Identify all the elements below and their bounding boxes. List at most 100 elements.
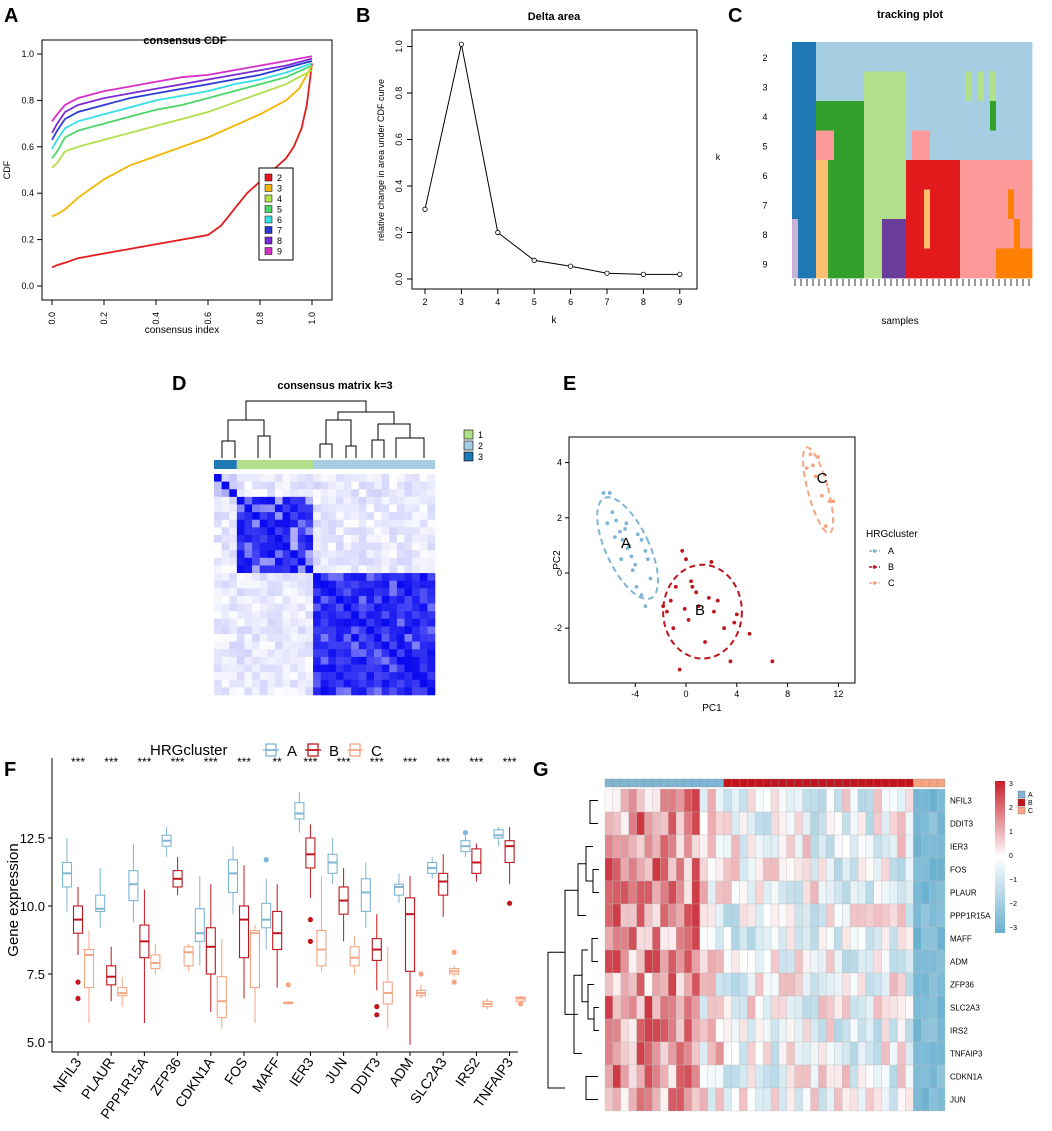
panel-g-cell [691,1087,701,1112]
panel-d-cell [236,664,245,673]
panel-c-cell [792,160,817,190]
panel-f-ytick-label: 5.0 [27,1035,45,1050]
panel-d-cell [419,504,428,513]
panel-g-cell [660,857,669,882]
panel-d-cell [404,573,413,581]
panel-d-cell [427,687,436,696]
panel-d-cell [221,489,230,498]
panel-d-cell [396,656,405,665]
panel-e-point-A [618,529,622,534]
panel-d-cell [313,672,321,681]
panel-g-cell [691,972,701,997]
panel-g-cell [660,972,669,997]
panel-d-cell [214,618,222,627]
panel-g-cell [913,1018,922,1043]
panel-d-cell [427,542,436,551]
panel-g-cell [660,811,669,836]
panel-c-cell [792,130,817,161]
panel-d-cell [358,481,367,490]
panel-d-cell [244,672,253,681]
panel-g-cell [762,1041,772,1066]
panel-d-cell [343,595,352,604]
panel-g-cell [628,857,637,882]
panel-g-cell [636,926,645,951]
panel-d-cell [412,557,421,566]
panel-g-cell [913,903,922,928]
panel-d-cell [313,489,321,498]
panel-d-cell [412,504,421,513]
panel-g-cell [802,834,811,859]
panel-g-cell [691,834,701,859]
panel-g-cell [936,1064,946,1089]
panel-e-point-A [605,521,610,526]
panel-d-cell [412,603,421,612]
panel-g-cell [810,1041,819,1066]
panel-g-cell [857,972,867,997]
panel-d-cell [351,557,360,566]
panel-d-cell [374,618,382,627]
panel-g-cell [905,1018,914,1043]
panel-g-cell [723,949,732,974]
panel-g-cell [842,811,851,836]
panel-d-cell [427,527,436,536]
panel-f-significance: *** [303,755,317,769]
panel-d-cell [267,679,276,688]
panel-g-annot-cell [731,778,740,788]
panel-g-cell [691,1018,701,1043]
panel-d-cell [320,664,329,673]
panel-g-cell [913,1064,922,1089]
panel-g-annot-cell [660,778,669,788]
panel-g-cell [936,949,946,974]
panel-g-cell [842,1064,851,1089]
panel-d-cell [229,580,238,589]
panel-g-annot-cell [849,778,859,788]
panel-b-letter: B [356,5,370,27]
panel-f-box [117,987,128,997]
panel-g-cell [826,1064,835,1089]
panel-d-cell [221,557,230,566]
panel-g-cell [865,1041,874,1066]
panel-d-cell [374,474,382,482]
panel-d-cell [267,687,276,696]
panel-a-xtick-label: 0.8 [255,312,265,325]
panel-d-cell [343,603,352,612]
panel-g-cell [786,1087,795,1112]
panel-d-cell [244,656,253,665]
panel-d-cell [252,527,261,536]
panel-d-cell [328,672,337,681]
panel-d-cell [229,573,238,581]
panel-b-point [640,271,647,277]
panel-d-cell [214,672,222,681]
panel-g-cell [865,1087,874,1112]
panel-g-cell [857,1018,867,1043]
panel-d-cell [328,618,337,627]
panel-d-cell [343,496,352,505]
panel-g-cell [921,1018,930,1043]
panel-d-cell [335,626,344,635]
panel-d-cell [252,542,261,551]
panel-d-cell [366,603,375,612]
panel-d-cell [267,595,276,604]
panel-g-cell [834,972,843,997]
panel-d-cell [252,679,261,688]
panel-e-legend-label: C [888,578,895,588]
panel-g-cell [794,857,803,882]
panel-g-cell [755,1018,764,1043]
panel-g-cell [668,926,677,951]
panel-g-cell [668,811,677,836]
panel-c-cell [990,101,997,131]
panel-d-cell [214,519,222,528]
panel-g-cell [770,811,780,836]
panel-g-cell [936,995,946,1020]
panel-d-cell [389,481,398,490]
panel-g-cell [921,857,930,882]
panel-g-cell [731,788,740,813]
panel-d-cell [419,687,428,696]
panel-d-cell [358,512,367,521]
panel-e-point-A [612,535,617,540]
panel-e-point-C [819,493,824,498]
panel-g-legend-label: A [1028,792,1033,799]
panel-g-row-label: DDIT3 [950,820,974,829]
panel-g-cell [620,903,629,928]
